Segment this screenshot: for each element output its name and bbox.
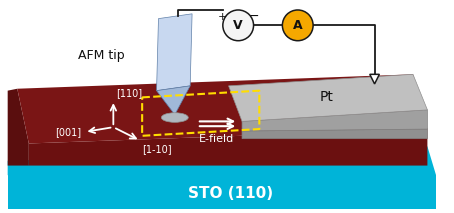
Ellipse shape bbox=[161, 113, 188, 122]
Polygon shape bbox=[17, 74, 427, 144]
Text: Pt: Pt bbox=[320, 90, 334, 104]
Text: AFM tip: AFM tip bbox=[78, 49, 124, 62]
Circle shape bbox=[223, 10, 254, 41]
Text: +: + bbox=[218, 12, 227, 22]
Polygon shape bbox=[157, 86, 190, 115]
Text: [001]: [001] bbox=[55, 127, 82, 137]
Polygon shape bbox=[8, 175, 436, 209]
Text: E-field: E-field bbox=[198, 134, 234, 144]
Text: BFO: BFO bbox=[429, 143, 454, 153]
Text: [110]: [110] bbox=[116, 88, 143, 98]
Polygon shape bbox=[8, 146, 436, 175]
Text: −: − bbox=[248, 10, 259, 23]
Polygon shape bbox=[242, 110, 427, 131]
Polygon shape bbox=[242, 129, 427, 139]
Circle shape bbox=[282, 10, 313, 41]
Polygon shape bbox=[29, 129, 427, 166]
Text: V: V bbox=[233, 19, 243, 32]
Polygon shape bbox=[157, 14, 192, 91]
Polygon shape bbox=[228, 74, 427, 121]
Text: STO (110): STO (110) bbox=[188, 186, 273, 201]
Text: A: A bbox=[293, 19, 302, 32]
Polygon shape bbox=[370, 74, 380, 84]
Text: [1-10]: [1-10] bbox=[142, 144, 172, 154]
Polygon shape bbox=[8, 89, 29, 166]
